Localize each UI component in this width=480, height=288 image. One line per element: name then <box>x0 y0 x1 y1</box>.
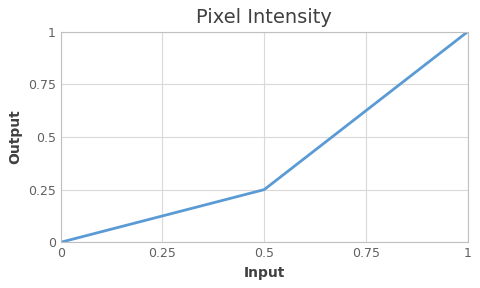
X-axis label: Input: Input <box>243 266 285 280</box>
Y-axis label: Output: Output <box>8 109 23 164</box>
Title: Pixel Intensity: Pixel Intensity <box>196 8 332 27</box>
